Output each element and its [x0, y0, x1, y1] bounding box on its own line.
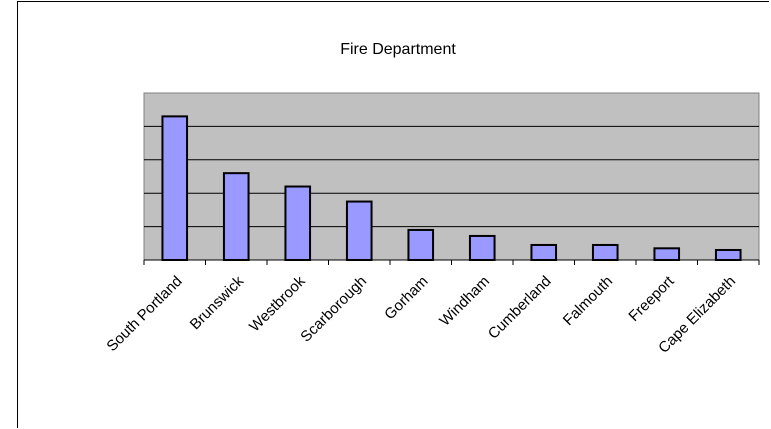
- bar-south-portland: [161, 115, 189, 261]
- bar-cumberland: [530, 243, 558, 262]
- x-tick-label: Cumberland: [485, 273, 555, 343]
- x-tick-label: Brunswick: [187, 272, 248, 333]
- x-tick-label: South Portland: [103, 273, 185, 355]
- x-tick-labels: South Portland BrunswickWestbrookScarboro…: [103, 272, 739, 357]
- chart-frame: Fire Department South Portland Brunswick W…: [17, 1, 769, 428]
- x-ticks: [143, 260, 760, 265]
- x-tick-label: Windham: [436, 273, 493, 330]
- x-tick-label: Gorham: [381, 273, 431, 323]
- bar-freeport: [653, 247, 681, 261]
- x-tick-label: Scarborough: [297, 273, 370, 346]
- x-tick-label: Falmouth: [560, 273, 616, 329]
- bar-cape-elizabeth: [714, 248, 742, 261]
- x-tick-label: Westbrook: [246, 272, 309, 335]
- bar-gorham: [407, 228, 435, 262]
- chart-svg: Fire Department South Portland BrunswickW…: [103, 41, 760, 357]
- chart-title: Fire Department: [340, 41, 456, 58]
- bar-westbrook: [284, 185, 312, 262]
- bar-falmouth: [591, 243, 619, 262]
- bar-brunswick: [222, 172, 250, 261]
- x-tick-label: Freeport: [625, 272, 678, 325]
- bar-windham: [468, 234, 496, 261]
- bar-scarborough: [345, 200, 373, 262]
